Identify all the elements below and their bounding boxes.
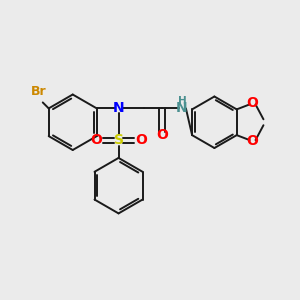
Text: O: O [90, 133, 102, 147]
Text: O: O [247, 134, 259, 148]
Text: O: O [135, 133, 147, 147]
Text: Br: Br [31, 85, 46, 98]
Text: N: N [176, 101, 188, 116]
Text: O: O [156, 128, 168, 142]
Text: S: S [113, 133, 124, 147]
Text: H: H [178, 97, 186, 106]
Text: N: N [113, 101, 124, 116]
Text: O: O [247, 96, 259, 110]
